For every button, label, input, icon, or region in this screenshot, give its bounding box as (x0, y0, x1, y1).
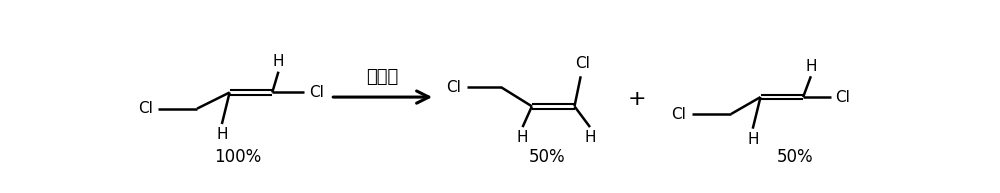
Text: 50%: 50% (777, 148, 814, 166)
Text: Cl: Cl (576, 56, 590, 71)
Text: Cl: Cl (138, 101, 153, 116)
Text: 紫外光: 紫外光 (367, 68, 399, 85)
Text: H: H (805, 59, 817, 74)
Text: Cl: Cl (671, 107, 686, 122)
Text: 50%: 50% (529, 148, 566, 166)
Text: Cl: Cl (835, 90, 850, 105)
Text: +: + (627, 89, 646, 109)
Text: H: H (517, 130, 528, 145)
Text: Cl: Cl (446, 80, 461, 95)
Text: H: H (747, 132, 759, 147)
Text: 100%: 100% (214, 148, 261, 166)
Text: H: H (273, 54, 284, 69)
Text: Cl: Cl (309, 85, 324, 100)
Text: H: H (216, 127, 228, 142)
Text: H: H (584, 130, 596, 145)
